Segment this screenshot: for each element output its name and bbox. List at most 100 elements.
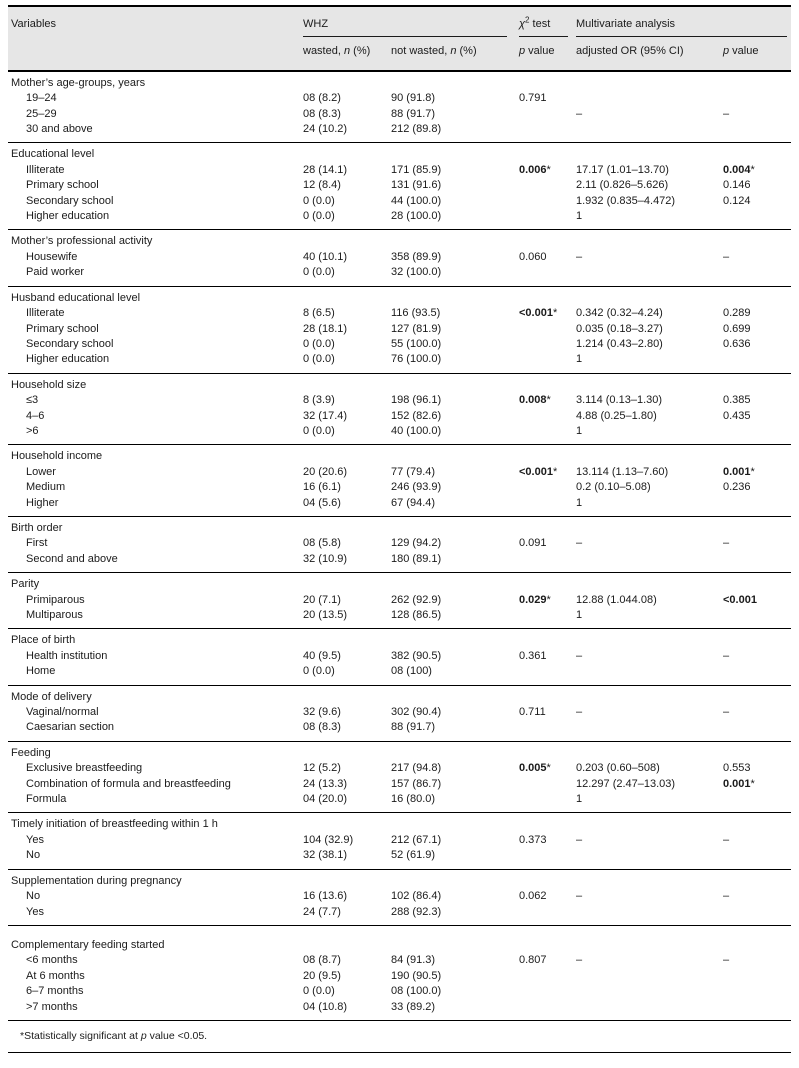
cell-not-wasted: 198 (96.1)	[391, 394, 442, 407]
cell-not-wasted: 358 (89.9)	[391, 250, 442, 263]
cell-wasted: 20 (20.6)	[303, 465, 348, 478]
cell-variable-label: Health institution	[26, 649, 108, 662]
table-row: 25–29 08 (8.3) 88 (91.7) – –	[8, 107, 791, 122]
cell-adjusted-or: –	[576, 649, 583, 662]
cell-variable-label: Primiparous	[26, 593, 85, 606]
table-row: First 08 (5.8) 129 (94.2) 0.091 – –	[8, 536, 791, 551]
cell-chi-p-value	[519, 608, 576, 623]
cell-not-wasted: 76 (100.0)	[391, 353, 442, 366]
cell-not-wasted: 180 (89.1)	[391, 552, 442, 565]
cell-variable-label: 6–7 months	[26, 985, 84, 998]
table-section: Husband educational level Illiterate 8 (6.…	[8, 285, 791, 373]
cell-adjusted-or	[576, 91, 723, 106]
cell-adjusted-or: 1	[576, 793, 583, 806]
cell-chi-p-value	[519, 496, 576, 511]
cell-p-value	[723, 720, 791, 735]
cell-p-value	[723, 1000, 791, 1015]
section-title: Educational level	[11, 148, 95, 161]
cell-wasted: 24 (13.3)	[303, 777, 348, 790]
cell-not-wasted: 40 (100.0)	[391, 424, 442, 437]
cell-variable-label: ≤3	[26, 394, 39, 407]
section-title-row: Place of birth	[8, 633, 791, 648]
table-row: Illiterate 8 (6.5) 116 (93.5) <0.001* 0.342 …	[8, 306, 791, 321]
cell-chi-p-value	[519, 720, 576, 735]
p-value: 0.146	[723, 179, 751, 192]
cell-p-value: 0.385	[723, 393, 791, 408]
cell-wasted: 04 (10.8)	[303, 1000, 348, 1013]
cell-p-value: 0.699	[723, 322, 791, 337]
table-row: >6 0 (0.0) 40 (100.0) 1	[8, 424, 791, 439]
cell-wasted: 8 (6.5)	[303, 307, 335, 320]
table-row: Paid worker 0 (0.0) 32 (100.0)	[8, 265, 791, 280]
significance-asterisk: *	[750, 163, 755, 176]
cell-chi-p-value	[519, 265, 576, 280]
subheader-chi-p-value: p value	[519, 45, 555, 58]
significance-asterisk: *	[552, 465, 558, 478]
cell-p-value: –	[723, 250, 791, 265]
statistics-table: Variables WHZ χ2 test Multivariate analy…	[8, 5, 791, 1053]
cell-adjusted-or	[576, 664, 723, 679]
cell-chi-p-value	[519, 209, 576, 224]
table-row: Health institution 40 (9.5) 382 (90.5) 0.36…	[8, 649, 791, 664]
table-row: 6–7 months 0 (0.0) 08 (100.0)	[8, 984, 791, 999]
table-row: Medium 16 (6.1) 246 (93.9) 0.2 (0.10–5.08) 0…	[8, 480, 791, 495]
cell-adjusted-or: 1	[576, 424, 583, 437]
cell-not-wasted: 128 (86.5)	[391, 609, 442, 621]
cell-chi-p-value	[519, 1000, 576, 1015]
cell-adjusted-or: 13.114 (1.13–7.60)	[576, 465, 669, 478]
p-value: 0.435	[723, 409, 751, 422]
table-row: Combination of formula and breastfeeding…	[8, 777, 791, 792]
p-value: 0.807	[519, 954, 547, 967]
cell-p-value	[723, 91, 791, 106]
cell-variable-label: No	[26, 849, 41, 862]
cell-chi-p-value: 0.807	[519, 953, 576, 968]
table-header: Variables WHZ χ2 test Multivariate analy…	[8, 5, 791, 72]
cell-variable-label: 4–6	[26, 409, 45, 422]
section-title: Place of birth	[11, 634, 76, 647]
cell-variable-label: Combination of formula and breastfeeding	[26, 777, 231, 790]
section-title-row: Complementary feeding started	[8, 938, 791, 953]
cell-not-wasted: 33 (89.2)	[391, 1000, 436, 1013]
cell-p-value: –	[723, 107, 791, 122]
cell-adjusted-or: –	[576, 706, 583, 719]
significance-asterisk: *	[546, 593, 551, 606]
cell-wasted: 28 (18.1)	[303, 322, 348, 335]
cell-wasted: 0 (0.0)	[303, 194, 335, 207]
group-header-chi-test: χ2 test	[519, 16, 568, 38]
cell-chi-p-value	[519, 777, 576, 792]
table-row: 30 and above 24 (10.2) 212 (89.8)	[8, 122, 791, 137]
p-value: 0.699	[723, 322, 751, 335]
section-title-row: Mother’s age-groups, years	[8, 76, 791, 91]
cell-variable-label: Yes	[26, 833, 44, 846]
cell-not-wasted: 212 (67.1)	[391, 833, 442, 846]
table-row: >7 months 04 (10.8) 33 (89.2)	[8, 1000, 791, 1015]
table-row: Primary school 12 (8.4) 131 (91.6) 2.11 (0.…	[8, 178, 791, 193]
section-title-row: Parity	[8, 577, 791, 592]
cell-adjusted-or: 1	[576, 496, 583, 509]
cell-wasted: 12 (5.2)	[303, 762, 341, 775]
p-value: 0.361	[519, 649, 547, 662]
cell-adjusted-or: 0.2 (0.10–5.08)	[576, 481, 651, 494]
table-row: 19–24 08 (8.2) 90 (91.8) 0.791	[8, 91, 791, 106]
section-title: Household size	[11, 378, 87, 391]
group-header-multivariate: Multivariate analysis	[576, 17, 787, 38]
cell-variable-label: 25–29	[26, 107, 57, 120]
table-section: Mother’s professional activity Housewife 4…	[8, 229, 791, 285]
table-row: Primary school 28 (18.1) 127 (81.9) 0.035 (…	[8, 322, 791, 337]
cell-chi-p-value: <0.001*	[519, 465, 576, 480]
cell-adjusted-or: –	[576, 107, 583, 120]
subheader-wasted: wasted, n (%)	[303, 45, 371, 58]
cell-chi-p-value: 0.361	[519, 649, 576, 664]
cell-adjusted-or: 2.11 (0.826–5.626)	[576, 179, 669, 192]
table-row: 4–6 32 (17.4) 152 (82.6) 4.88 (0.25–1.80) 0.…	[8, 409, 791, 424]
cell-chi-p-value: 0.008*	[519, 393, 576, 408]
cell-wasted: 0 (0.0)	[303, 337, 335, 350]
table-row: Primiparous 20 (7.1) 262 (92.9) 0.029* 12.88…	[8, 593, 791, 608]
cell-variable-label: Higher	[26, 496, 59, 509]
cell-chi-p-value	[519, 322, 576, 337]
table-section: Timely initiation of breastfeeding withi…	[8, 812, 791, 868]
table-row: Vaginal/normal 32 (9.6) 302 (90.4) 0.711 – –	[8, 705, 791, 720]
cell-p-value	[723, 552, 791, 567]
p-value: 0.062	[519, 890, 547, 903]
table-section: Mother’s age-groups, years 19–24 08 (8.2) 9…	[8, 72, 791, 143]
